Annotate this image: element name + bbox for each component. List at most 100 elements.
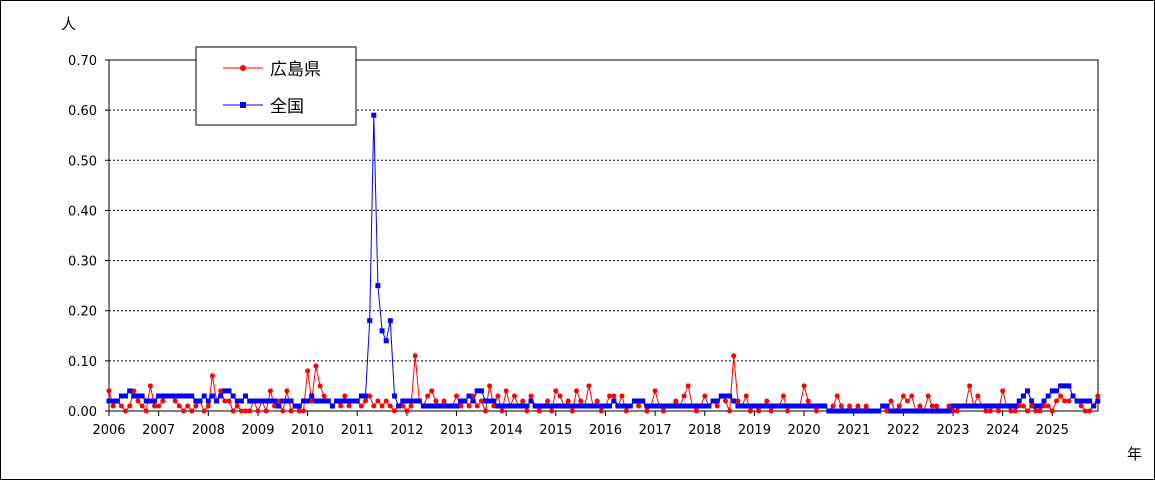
data-point bbox=[723, 393, 728, 399]
data-point bbox=[921, 408, 927, 414]
data-point bbox=[255, 408, 261, 414]
data-point bbox=[801, 383, 807, 389]
data-point bbox=[433, 403, 439, 409]
x-tick-label: 2010 bbox=[291, 423, 324, 438]
data-point bbox=[594, 403, 600, 409]
data-point bbox=[288, 398, 294, 404]
data-point bbox=[549, 408, 555, 414]
data-point bbox=[996, 403, 1001, 409]
data-point bbox=[644, 403, 650, 409]
data-point bbox=[797, 403, 803, 409]
data-point bbox=[276, 403, 282, 409]
data-point bbox=[321, 393, 327, 399]
data-point bbox=[1087, 408, 1093, 414]
data-point bbox=[156, 393, 162, 399]
data-point bbox=[764, 403, 770, 409]
data-point bbox=[152, 403, 157, 409]
data-point bbox=[652, 388, 658, 394]
data-point bbox=[718, 393, 724, 399]
data-point bbox=[876, 408, 882, 414]
data-point bbox=[474, 388, 480, 394]
data-point bbox=[536, 408, 542, 414]
data-point bbox=[499, 408, 505, 414]
data-point bbox=[408, 398, 414, 404]
data-point bbox=[301, 398, 306, 404]
data-point bbox=[238, 398, 244, 404]
data-point bbox=[549, 403, 555, 409]
data-point bbox=[987, 408, 993, 414]
data-point bbox=[197, 398, 203, 404]
data-point bbox=[545, 398, 551, 404]
data-point bbox=[830, 408, 836, 414]
data-point bbox=[1054, 398, 1059, 404]
data-point bbox=[429, 403, 435, 409]
data-point bbox=[400, 403, 406, 409]
data-point bbox=[735, 398, 741, 404]
data-point bbox=[1095, 393, 1101, 399]
data-point bbox=[118, 393, 124, 399]
data-point bbox=[545, 403, 551, 409]
data-point bbox=[714, 398, 720, 404]
data-point bbox=[383, 338, 389, 344]
data-point bbox=[888, 408, 894, 414]
data-point bbox=[193, 403, 199, 409]
data-point bbox=[110, 403, 116, 409]
data-point bbox=[168, 393, 174, 399]
data-point bbox=[578, 403, 584, 409]
data-point bbox=[557, 403, 563, 409]
data-point bbox=[218, 388, 224, 394]
data-point bbox=[367, 393, 373, 399]
data-point bbox=[387, 403, 393, 409]
data-point bbox=[392, 408, 397, 414]
data-point bbox=[1082, 408, 1088, 414]
data-point bbox=[735, 403, 741, 409]
data-point bbox=[1041, 403, 1047, 409]
data-point bbox=[507, 403, 513, 409]
data-point bbox=[160, 393, 166, 399]
data-point bbox=[900, 408, 906, 414]
data-point bbox=[143, 408, 149, 414]
y-axis-unit: 人 bbox=[61, 15, 76, 33]
data-point bbox=[329, 403, 335, 409]
data-point bbox=[1082, 398, 1088, 404]
data-point bbox=[1045, 393, 1051, 399]
data-point bbox=[938, 408, 944, 414]
data-point bbox=[838, 408, 844, 414]
data-point bbox=[222, 398, 228, 404]
data-point bbox=[714, 403, 720, 409]
data-point bbox=[234, 398, 240, 404]
data-point bbox=[350, 398, 356, 404]
data-point bbox=[1016, 403, 1022, 409]
data-point bbox=[528, 393, 534, 399]
data-point bbox=[905, 408, 910, 414]
legend-label-hiroshima: 広島県 bbox=[270, 60, 321, 80]
data-point bbox=[201, 408, 207, 414]
data-point bbox=[1029, 403, 1035, 409]
data-point bbox=[437, 403, 443, 409]
data-point bbox=[147, 398, 153, 404]
data-point bbox=[594, 398, 600, 404]
data-point bbox=[884, 403, 890, 409]
data-point bbox=[114, 398, 120, 404]
data-point bbox=[950, 408, 956, 414]
data-point bbox=[1029, 398, 1035, 404]
data-point bbox=[139, 403, 145, 409]
data-point bbox=[967, 403, 973, 409]
data-point bbox=[276, 398, 282, 404]
data-point bbox=[1070, 393, 1076, 399]
data-point bbox=[1037, 408, 1043, 414]
data-point bbox=[1091, 403, 1097, 409]
x-tick-label: 2014 bbox=[490, 423, 523, 438]
data-point bbox=[917, 408, 923, 414]
data-point bbox=[880, 403, 886, 409]
data-point bbox=[859, 408, 865, 414]
data-point bbox=[946, 403, 952, 409]
data-point bbox=[1054, 388, 1059, 394]
data-point bbox=[483, 398, 488, 404]
data-point bbox=[238, 408, 244, 414]
data-point bbox=[520, 403, 526, 409]
data-point bbox=[553, 403, 559, 409]
data-point bbox=[565, 403, 571, 409]
data-point bbox=[1008, 408, 1014, 414]
data-point bbox=[640, 398, 646, 404]
